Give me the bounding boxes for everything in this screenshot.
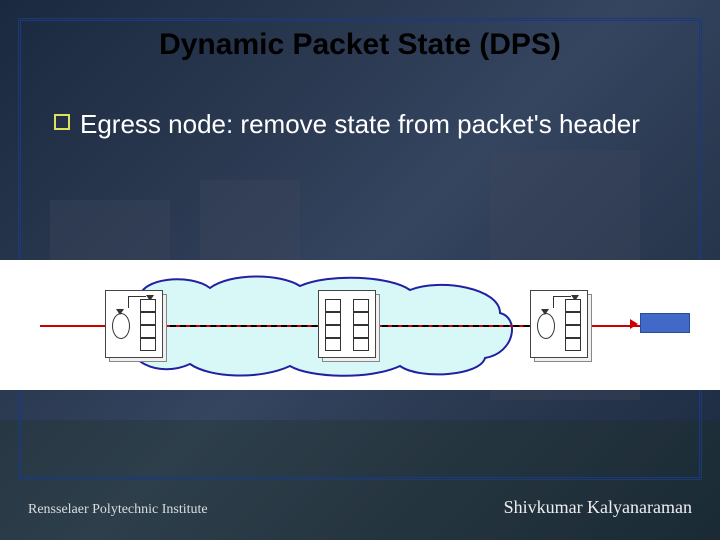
queue-buffer-icon: [565, 299, 581, 351]
node-body: [318, 290, 376, 358]
arrow-down-icon: [116, 309, 124, 315]
ingress-node: [105, 290, 167, 362]
arrow-down-icon: [541, 309, 549, 315]
queue-buffer-icon: [353, 299, 369, 351]
bullet-text: Egress node: remove state from packet's …: [80, 108, 640, 142]
node-body: [105, 290, 163, 358]
classifier-icon: [537, 313, 555, 339]
bullet-square-icon: [54, 114, 70, 130]
node-body: [530, 290, 588, 358]
core-node: [318, 290, 380, 362]
footer-author: Shivkumar Kalyanaraman: [504, 497, 692, 518]
egress-node: [530, 290, 592, 362]
footer-institution: Rensselaer Polytechnic Institute: [28, 502, 208, 518]
queue-buffer-icon: [140, 299, 156, 351]
slide-title: Dynamic Packet State (DPS): [0, 28, 720, 62]
classifier-icon: [112, 313, 130, 339]
queue-buffer-icon: [325, 299, 341, 351]
slide-border: [18, 18, 702, 480]
bullet-item: Egress node: remove state from packet's …: [54, 108, 680, 142]
arrow-right-icon: [630, 319, 638, 329]
packet-path-dash: [170, 325, 590, 327]
diagram-panel: [0, 260, 720, 390]
egress-packet: [640, 313, 690, 333]
